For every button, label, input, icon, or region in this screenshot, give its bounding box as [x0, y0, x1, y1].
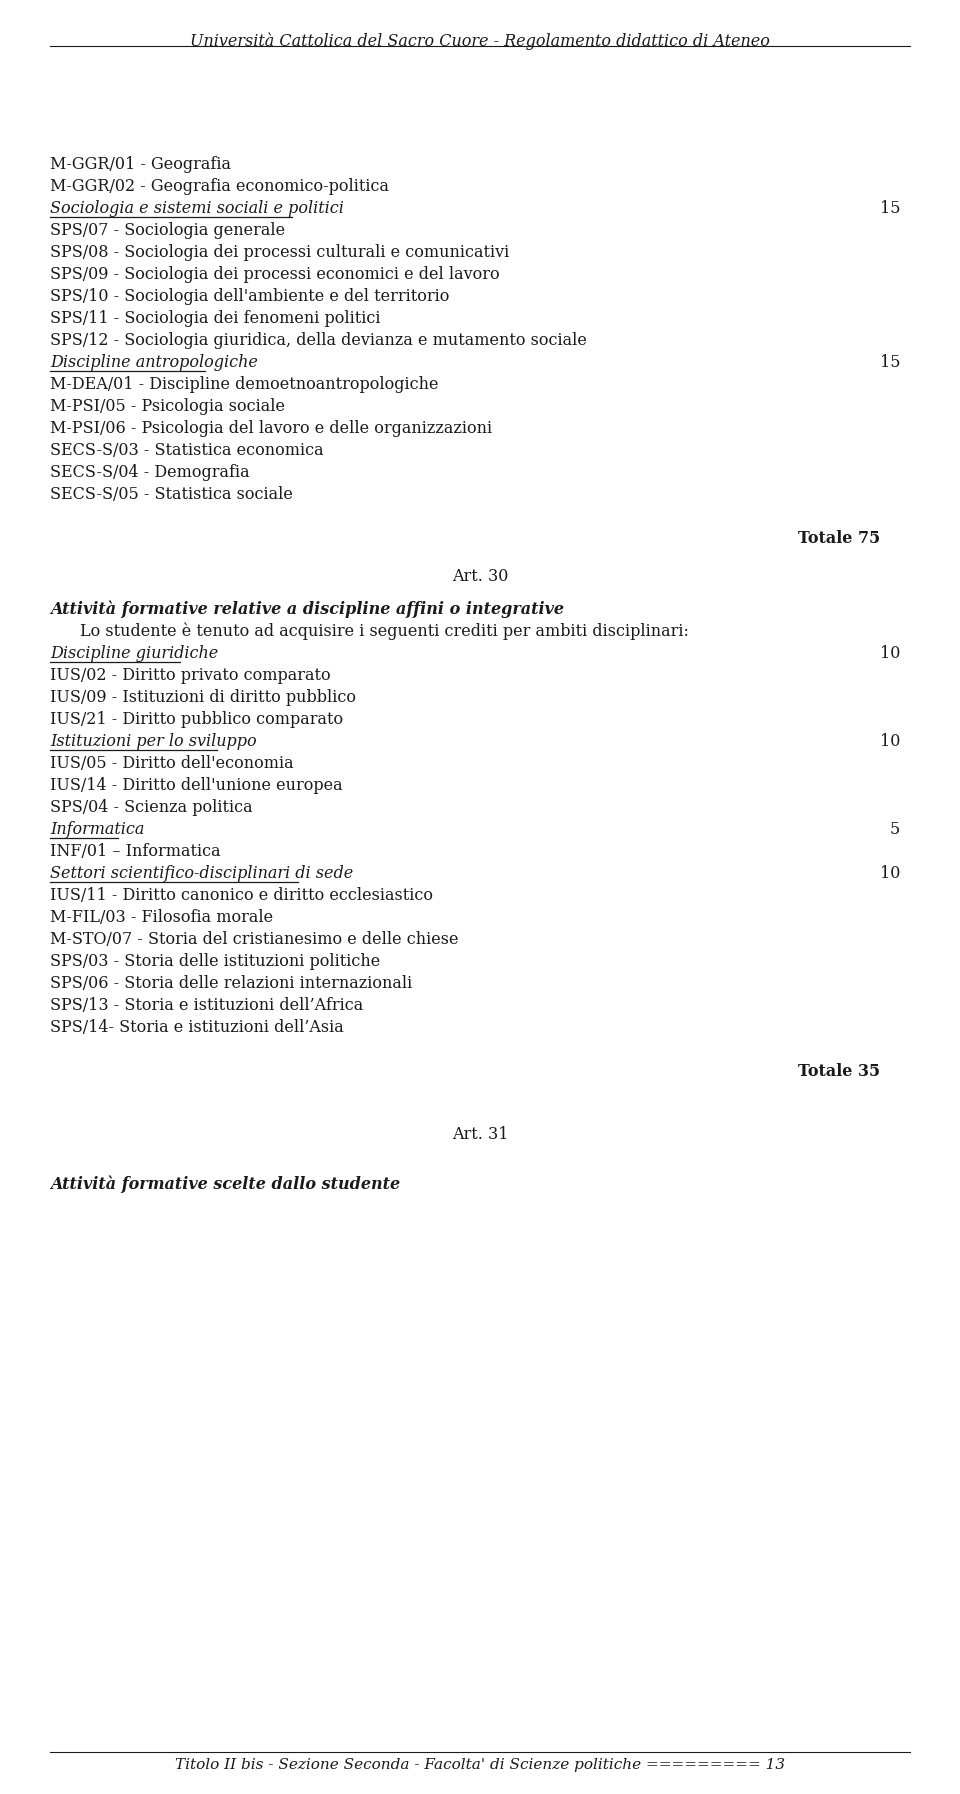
Text: Titolo II bis - Sezione Seconda - Facolta' di Scienze politiche ========= 13: Titolo II bis - Sezione Seconda - Facolt… — [175, 1758, 785, 1772]
Text: Attività formative scelte dallo studente: Attività formative scelte dallo studente — [50, 1175, 400, 1193]
Text: 10: 10 — [879, 644, 900, 662]
Text: SPS/13 - Storia e istituzioni dell’Africa: SPS/13 - Storia e istituzioni dell’Afric… — [50, 996, 363, 1014]
Text: SECS-S/03 - Statistica economica: SECS-S/03 - Statistica economica — [50, 441, 324, 459]
Text: M-STO/07 - Storia del cristianesimo e delle chiese: M-STO/07 - Storia del cristianesimo e de… — [50, 931, 459, 947]
Text: Attività formative relative a discipline affini o integrative: Attività formative relative a discipline… — [50, 601, 564, 617]
Text: SECS-S/05 - Statistica sociale: SECS-S/05 - Statistica sociale — [50, 486, 293, 502]
Text: INF/01 – Informatica: INF/01 – Informatica — [50, 843, 221, 859]
Text: SPS/09 - Sociologia dei processi economici e del lavoro: SPS/09 - Sociologia dei processi economi… — [50, 266, 499, 282]
Text: Università Cattolica del Sacro Cuore - Regolamento didattico di Ateneo: Università Cattolica del Sacro Cuore - R… — [190, 32, 770, 50]
Text: 10: 10 — [879, 865, 900, 881]
Text: 15: 15 — [879, 199, 900, 217]
Text: 15: 15 — [879, 353, 900, 371]
Text: IUS/02 - Diritto privato comparato: IUS/02 - Diritto privato comparato — [50, 667, 330, 684]
Text: Lo studente è tenuto ad acquisire i seguenti crediti per ambiti disciplinari:: Lo studente è tenuto ad acquisire i segu… — [80, 623, 689, 640]
Text: Discipline antropologiche: Discipline antropologiche — [50, 353, 258, 371]
Text: SPS/11 - Sociologia dei fenomeni politici: SPS/11 - Sociologia dei fenomeni politic… — [50, 310, 380, 327]
Text: SPS/14- Storia e istituzioni dell’Asia: SPS/14- Storia e istituzioni dell’Asia — [50, 1019, 344, 1035]
Text: SPS/06 - Storia delle relazioni internazionali: SPS/06 - Storia delle relazioni internaz… — [50, 974, 412, 992]
Text: M-GGR/01 - Geografia: M-GGR/01 - Geografia — [50, 156, 231, 172]
Text: IUS/09 - Istituzioni di diritto pubblico: IUS/09 - Istituzioni di diritto pubblico — [50, 689, 356, 705]
Text: Istituzioni per lo sviluppo: Istituzioni per lo sviluppo — [50, 732, 256, 750]
Text: SPS/03 - Storia delle istituzioni politiche: SPS/03 - Storia delle istituzioni politi… — [50, 953, 380, 969]
Text: Totale 75: Totale 75 — [798, 529, 880, 547]
Text: M-FIL/03 - Filosofia morale: M-FIL/03 - Filosofia morale — [50, 908, 274, 926]
Text: SPS/07 - Sociologia generale: SPS/07 - Sociologia generale — [50, 221, 285, 239]
Text: 5: 5 — [890, 820, 900, 838]
Text: Settori scientifico-disciplinari di sede: Settori scientifico-disciplinari di sede — [50, 865, 353, 881]
Text: IUS/14 - Diritto dell'unione europea: IUS/14 - Diritto dell'unione europea — [50, 777, 343, 793]
Text: IUS/11 - Diritto canonico e diritto ecclesiastico: IUS/11 - Diritto canonico e diritto eccl… — [50, 886, 433, 904]
Text: M-DEA/01 - Discipline demoetnoantropologiche: M-DEA/01 - Discipline demoetnoantropolog… — [50, 375, 439, 393]
Text: SPS/10 - Sociologia dell'ambiente e del territorio: SPS/10 - Sociologia dell'ambiente e del … — [50, 287, 449, 305]
Text: 10: 10 — [879, 732, 900, 750]
Text: Totale 35: Totale 35 — [798, 1062, 880, 1080]
Text: Discipline giuridiche: Discipline giuridiche — [50, 644, 218, 662]
Text: SPS/12 - Sociologia giuridica, della devianza e mutamento sociale: SPS/12 - Sociologia giuridica, della dev… — [50, 332, 587, 348]
Text: SPS/08 - Sociologia dei processi culturali e comunicativi: SPS/08 - Sociologia dei processi cultura… — [50, 244, 509, 260]
Text: Sociologia e sistemi sociali e politici: Sociologia e sistemi sociali e politici — [50, 199, 344, 217]
Text: M-PSI/05 - Psicologia sociale: M-PSI/05 - Psicologia sociale — [50, 398, 285, 414]
Text: Art. 31: Art. 31 — [452, 1125, 508, 1143]
Text: SPS/04 - Scienza politica: SPS/04 - Scienza politica — [50, 798, 252, 816]
Text: Informatica: Informatica — [50, 820, 144, 838]
Text: Art. 30: Art. 30 — [452, 567, 508, 585]
Text: SECS-S/04 - Demografia: SECS-S/04 - Demografia — [50, 463, 250, 481]
Text: M-GGR/02 - Geografia economico-politica: M-GGR/02 - Geografia economico-politica — [50, 178, 389, 194]
Text: IUS/05 - Diritto dell'economia: IUS/05 - Diritto dell'economia — [50, 755, 294, 771]
Text: M-PSI/06 - Psicologia del lavoro e delle organizzazioni: M-PSI/06 - Psicologia del lavoro e delle… — [50, 420, 492, 436]
Text: IUS/21 - Diritto pubblico comparato: IUS/21 - Diritto pubblico comparato — [50, 710, 343, 728]
